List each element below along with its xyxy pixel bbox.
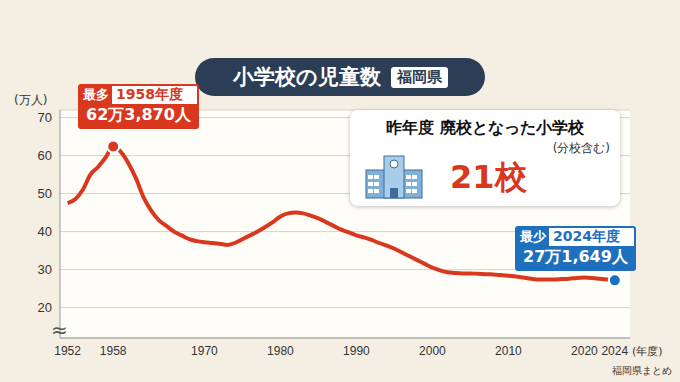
html-text:21校: 21校 — [450, 158, 527, 196]
svg-text:1952: 1952 — [54, 344, 81, 358]
svg-text:2020: 2020 — [571, 344, 598, 358]
svg-text:50: 50 — [38, 186, 52, 201]
svg-text:1990: 1990 — [343, 344, 370, 358]
svg-text:40: 40 — [38, 224, 52, 239]
html-text:27万1,649人: 27万1,649人 — [523, 247, 628, 266]
svg-text:70: 70 — [38, 110, 52, 125]
html-text:(分校含む): (分校含む) — [552, 141, 610, 155]
svg-text:1980: 1980 — [267, 344, 294, 358]
html-text:(万人): (万人) — [14, 93, 48, 107]
svg-text:1958: 1958 — [100, 344, 127, 358]
html-text:2024年度: 2024年度 — [553, 228, 620, 244]
svg-text:2024: 2024 — [601, 344, 628, 358]
html-text:小学校の児童数: 小学校の児童数 — [232, 65, 381, 89]
html-text:1958年度: 1958年度 — [116, 86, 183, 102]
html-text:(年度): (年度) — [632, 345, 663, 358]
html-text:最少: 最少 — [520, 229, 546, 244]
html-text:福岡県まとめ: 福岡県まとめ — [612, 365, 672, 376]
html-text:昨年度 廃校となった小学校: 昨年度 廃校となった小学校 — [386, 118, 584, 137]
svg-text:2000: 2000 — [419, 344, 446, 358]
svg-text:30: 30 — [38, 262, 52, 277]
svg-text:1970: 1970 — [191, 344, 218, 358]
svg-text:20: 20 — [38, 300, 52, 315]
html-text:最多: 最多 — [83, 87, 109, 102]
svg-text:2010: 2010 — [495, 344, 522, 358]
svg-text:60: 60 — [38, 148, 52, 163]
html-text:62万3,870人: 62万3,870人 — [86, 105, 191, 124]
html-text:福岡県: 福岡県 — [396, 67, 442, 86]
